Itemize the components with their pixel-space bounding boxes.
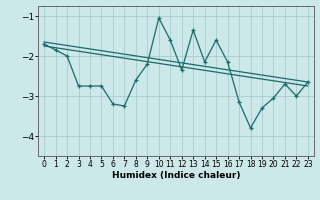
X-axis label: Humidex (Indice chaleur): Humidex (Indice chaleur) [112,171,240,180]
